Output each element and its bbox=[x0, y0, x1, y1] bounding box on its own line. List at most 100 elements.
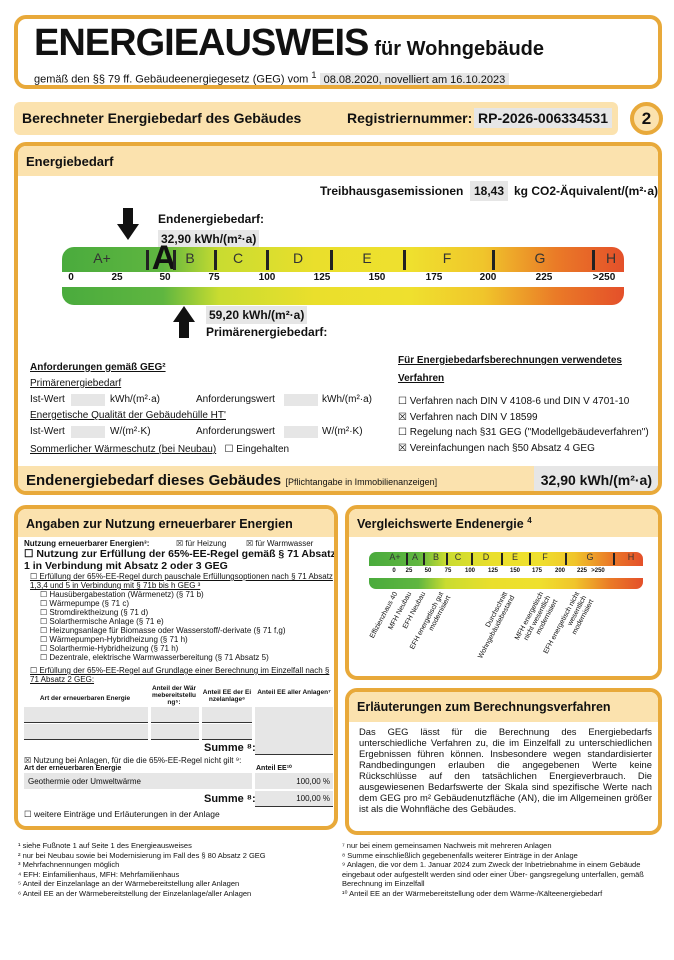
scale-tick: 50 bbox=[159, 272, 171, 283]
compare-tick: 75 bbox=[444, 568, 452, 574]
compare-header: Vergleichswerte Endenergie 4 bbox=[349, 509, 658, 537]
explain-title: Erläuterungen zum Berechnungsverfahren bbox=[357, 700, 611, 714]
compare-class-G: G bbox=[586, 552, 594, 562]
explain-box: Erläuterungen zum Berechnungsverfahren D… bbox=[345, 688, 662, 835]
compare-tick: 25 bbox=[405, 568, 413, 574]
class-label-E: E bbox=[362, 250, 372, 266]
option-checkbox[interactable]: ☐ Stromdirektheizung (§ 71 d) bbox=[40, 608, 149, 617]
table-cell[interactable] bbox=[24, 724, 148, 740]
einzel-checkbox[interactable]: ☐ Erfüllung der 65%-EE-Regel auf Grundla… bbox=[30, 666, 330, 684]
compare-tick: 0 bbox=[392, 568, 396, 574]
compare-title: Vergleichswerte Endenergie bbox=[357, 517, 524, 532]
scale-tick: 75 bbox=[208, 272, 220, 283]
compare-label: EFH energetisch gut modernisiert bbox=[409, 591, 453, 651]
scale-tick: 150 bbox=[368, 272, 386, 283]
footnote: ⁸ Summe einschließlich gegebenenfalls we… bbox=[342, 850, 578, 860]
notapply-checkbox[interactable]: ☒ Nutzung bei Anlagen, für die die 65%-E… bbox=[24, 756, 242, 765]
renewable-header: Angaben zur Nutzung erneuerbarer Energie… bbox=[18, 509, 334, 537]
summe-label: Summe ⁸: bbox=[204, 793, 256, 805]
footnote: ⁵ Anteil der Einzelanlage an der Wärmebe… bbox=[18, 879, 240, 888]
class-separator bbox=[565, 553, 567, 565]
law-date: 08.08.2020, novelliert am 16.10.2023 bbox=[319, 72, 510, 85]
pausch-checkbox[interactable]: ☐ Erfüllung der 65%-EE-Regel durch pausc… bbox=[30, 572, 333, 590]
page-number-badge: 2 bbox=[630, 102, 663, 135]
class-separator bbox=[173, 250, 176, 270]
ist-label: Ist-Wert bbox=[30, 394, 65, 405]
page-number: 2 bbox=[641, 109, 652, 128]
table-cell[interactable] bbox=[24, 707, 148, 723]
anf-label: Anforderungswert bbox=[196, 426, 275, 437]
option-checkbox[interactable]: ☐ Wärmepumpen-Hybridheizung (§ 71 h) bbox=[40, 635, 188, 644]
energiebedarf-header: Energiebedarf bbox=[18, 146, 658, 176]
class-scale-bar: A+ A B C D E F G H bbox=[62, 239, 624, 277]
final-label-wrap: Endenergiebedarf dieses Gebäudes [Pflich… bbox=[26, 472, 437, 490]
table-cell[interactable] bbox=[202, 724, 252, 740]
anf-field[interactable] bbox=[284, 394, 318, 406]
summe-label: Summe ⁸: bbox=[204, 742, 256, 754]
class-separator bbox=[146, 250, 149, 270]
class-label-A+: A+ bbox=[93, 250, 111, 266]
option-checkbox[interactable]: ☐ Wärmepumpe (§ 71 c) bbox=[40, 599, 129, 608]
scale-tick: 100 bbox=[258, 272, 276, 283]
use-label: Nutzung erneuerbarer Energien³: bbox=[24, 539, 150, 548]
ghg-label: Treibhausgasemissionen bbox=[320, 184, 464, 198]
summer-checkbox[interactable]: ☐ Eingehalten bbox=[224, 444, 290, 455]
law-line: gemäß den §§ 79 ff. Gebäudeenergiegesetz… bbox=[34, 68, 510, 86]
compare-tick: 100 bbox=[464, 568, 476, 574]
method-checkbox[interactable]: ☐ Verfahren nach DIN V 4108-6 und DIN V … bbox=[398, 396, 630, 407]
option-checkbox[interactable]: ☐ Dezentrale, elektrische Warmwasserbere… bbox=[40, 653, 269, 662]
ist-field[interactable] bbox=[71, 426, 105, 438]
col-header: Anteil der Wärmebereitstellung⁵: bbox=[151, 685, 197, 706]
col-header: Anteil EE aller Anlagen⁷ bbox=[257, 689, 331, 696]
compare-class-C: C bbox=[454, 552, 462, 562]
end-label: Endenergiebedarf: bbox=[158, 212, 265, 226]
col-header: Anteil EE der Einzelanlage⁶ bbox=[202, 689, 252, 703]
compare-ticks: 0 25 50 75 100 125 150 175 200 225 >250 bbox=[349, 568, 658, 577]
final-label: Endenergiebedarf dieses Gebäudes bbox=[26, 472, 282, 489]
method-checkbox[interactable]: ☒ Vereinfachungen nach §50 Absatz 4 GEG bbox=[398, 442, 595, 454]
class-separator bbox=[501, 553, 503, 565]
option-checkbox[interactable]: ☐ Solarthermie-Hybridheizung (§ 71 h) bbox=[40, 644, 179, 653]
option-checkbox[interactable]: ☐ Hausübergabestation (Wärmenetz) (§ 71 … bbox=[40, 590, 204, 599]
water-checkbox[interactable]: ☒ für Warmwasser bbox=[246, 539, 314, 548]
option-checkbox[interactable]: ☐ Solarthermische Anlage (§ 71 e) bbox=[40, 617, 164, 626]
compare-scale-bar: A+ A B C D E F G H bbox=[369, 552, 643, 566]
renewable-body: Nutzung erneuerbarer Energien³: ☒ für Hei… bbox=[24, 539, 336, 819]
rule65-checkbox[interactable]: ☐ Nutzung zur Erfüllung der 65%-EE-Regel… bbox=[24, 548, 336, 572]
final-note: [Pflichtangabe in Immobilienanzeigen] bbox=[285, 477, 438, 487]
energy-type-cell[interactable]: Geothermie oder Umweltwärme bbox=[24, 773, 252, 789]
class-label-A: A bbox=[151, 239, 177, 277]
class-separator bbox=[446, 553, 448, 565]
notapply-table: Art der erneuerbaren Energie Anteil EE¹⁰… bbox=[24, 765, 334, 808]
compare-bottom-bar bbox=[369, 578, 643, 589]
footnotes-left: ¹ siehe Fußnote 1 auf Seite 1 des Energi… bbox=[18, 841, 338, 898]
more-checkbox[interactable]: ☐ weitere Einträge und Erläuterungen in … bbox=[24, 809, 220, 819]
method-checkbox[interactable]: ☐ Regelung nach §31 GEG ("Modellgebäudev… bbox=[398, 427, 649, 438]
law-text: gemäß den §§ 79 ff. Gebäudeenergiegesetz… bbox=[34, 73, 309, 86]
table-cell[interactable] bbox=[151, 707, 199, 723]
compare-tick: 50 bbox=[424, 568, 432, 574]
energiebedarf-title: Energiebedarf bbox=[26, 154, 114, 169]
reg-label: Registriernummer: bbox=[347, 110, 473, 126]
explain-header: Erläuterungen zum Berechnungsverfahren bbox=[349, 692, 658, 722]
sum-cell[interactable]: 100,00 % bbox=[255, 791, 333, 807]
option-checkbox[interactable]: ☐ Heizungsanlage für Biomasse oder Wasse… bbox=[40, 626, 286, 635]
share-cell[interactable]: 100,00 % bbox=[255, 773, 333, 789]
method-checkbox[interactable]: ☒ Verfahren nach DIN V 18599 bbox=[398, 411, 538, 423]
ist-label: Ist-Wert bbox=[30, 426, 65, 437]
ist-field[interactable] bbox=[71, 394, 105, 406]
energiebedarf-box: Energiebedarf Treibhausgasemissionen 18,… bbox=[14, 142, 662, 495]
class-separator bbox=[423, 553, 425, 565]
scale-tick: 175 bbox=[425, 272, 443, 283]
prim-arrow-head-icon bbox=[173, 306, 195, 322]
table-cell[interactable] bbox=[151, 724, 199, 740]
class-label-G: G bbox=[534, 250, 546, 266]
anf-field[interactable] bbox=[284, 426, 318, 438]
table-cell[interactable] bbox=[202, 707, 252, 723]
compare-tick: 125 bbox=[487, 568, 499, 574]
compare-class-A: A bbox=[411, 552, 419, 562]
table-cell-all[interactable] bbox=[255, 707, 333, 755]
compare-class-D: D bbox=[482, 552, 490, 562]
heat-checkbox[interactable]: ☒ für Heizung bbox=[176, 539, 227, 548]
section-band: Berechneter Energiebedarf des Gebäudes R… bbox=[14, 102, 618, 135]
